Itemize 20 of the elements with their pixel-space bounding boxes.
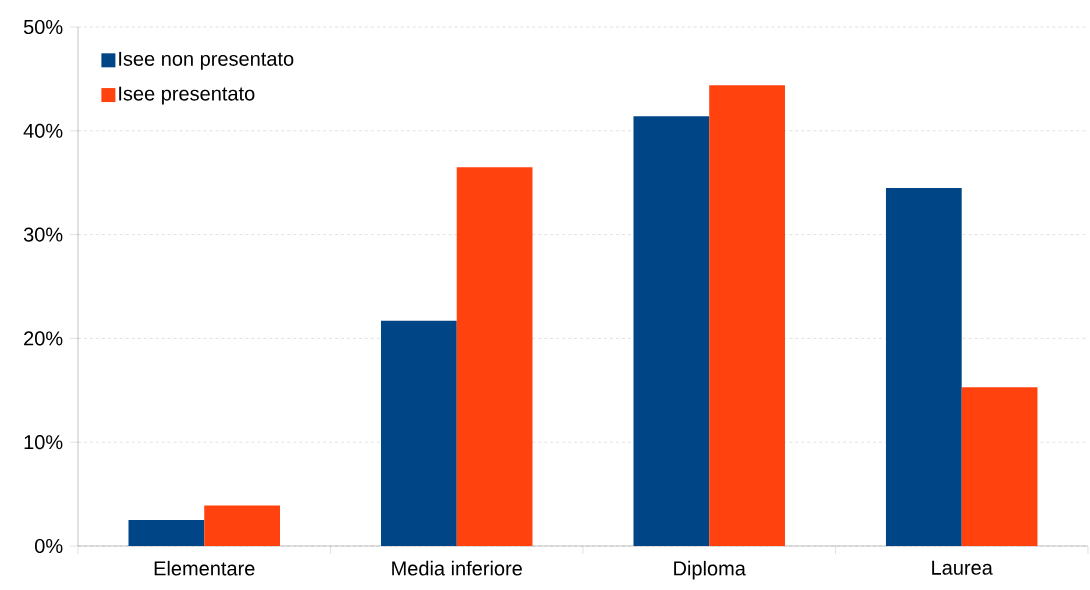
y-tick-label: 0% [35, 538, 63, 554]
y-tick-label: 10% [24, 435, 63, 450]
legend-label: Isee non presentato [119, 51, 294, 70]
bar [380, 320, 457, 546]
y-tick-label: 30% [23, 227, 63, 242]
x-tick-label: Media inferiore [392, 560, 522, 576]
x-tick-label: Laurea [932, 560, 993, 575]
bar [961, 387, 1038, 546]
x-tick-label: Elementare [154, 560, 255, 576]
y-tick-label: 40% [23, 123, 63, 138]
bar [709, 85, 785, 546]
bar [204, 505, 280, 546]
bar [128, 520, 205, 546]
bar [633, 116, 710, 546]
bar [885, 187, 962, 546]
y-tick-label: 20% [24, 331, 63, 346]
bar [456, 167, 533, 546]
x-tick-label: Diploma [674, 560, 746, 580]
legend-label: Isee presentato [119, 86, 255, 105]
y-tick-label: 50% [23, 19, 63, 35]
